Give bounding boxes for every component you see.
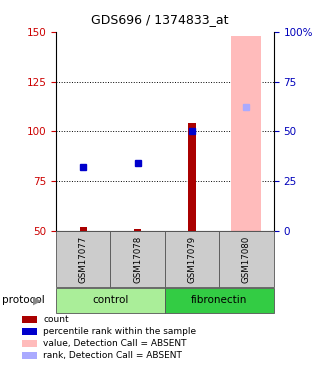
- Text: GSM17079: GSM17079: [188, 236, 196, 283]
- Text: rank, Detection Call = ABSENT: rank, Detection Call = ABSENT: [43, 351, 182, 360]
- Text: GSM17080: GSM17080: [242, 236, 251, 283]
- Bar: [134, 229, 141, 231]
- Text: ▶: ▶: [33, 296, 41, 305]
- Text: fibronectin: fibronectin: [191, 296, 247, 305]
- Text: GDS696 / 1374833_at: GDS696 / 1374833_at: [91, 13, 229, 26]
- Text: protocol: protocol: [2, 296, 44, 305]
- Text: percentile rank within the sample: percentile rank within the sample: [43, 327, 196, 336]
- Text: GSM17077: GSM17077: [79, 236, 88, 283]
- Bar: [188, 123, 196, 231]
- Text: control: control: [92, 296, 129, 305]
- Text: GSM17078: GSM17078: [133, 236, 142, 283]
- Text: count: count: [43, 315, 69, 324]
- Text: value, Detection Call = ABSENT: value, Detection Call = ABSENT: [43, 339, 187, 348]
- Bar: [231, 36, 261, 231]
- Bar: [80, 226, 87, 231]
